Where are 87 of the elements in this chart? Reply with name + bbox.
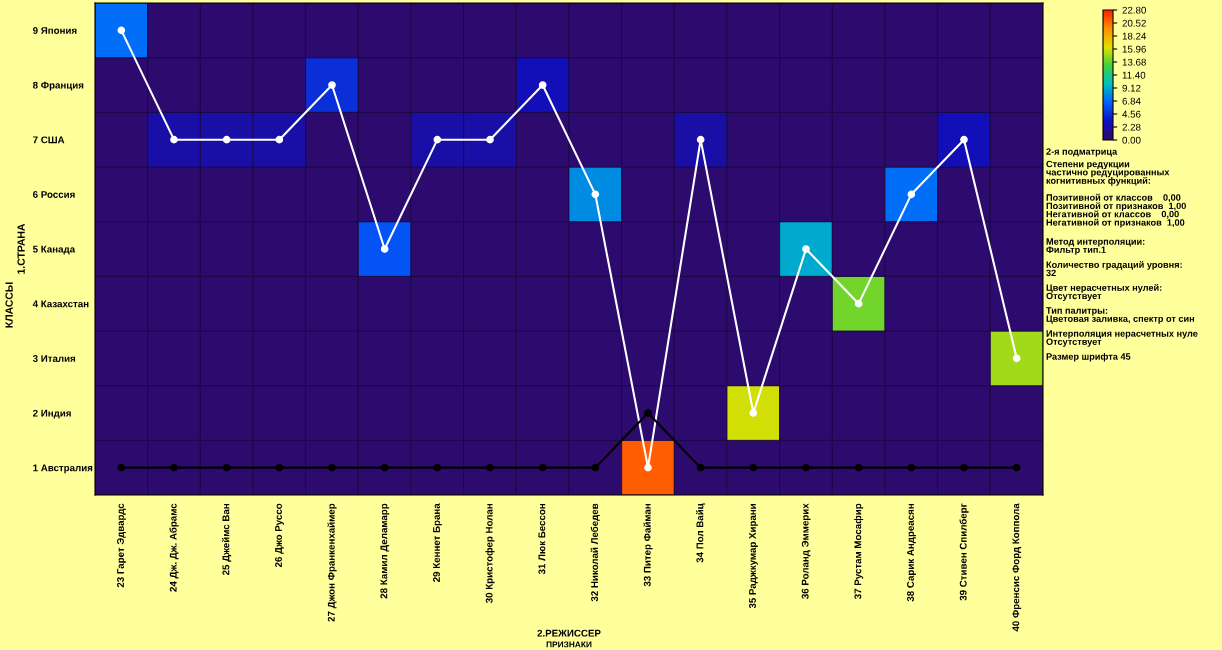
color-bar-label: 2.28 (1122, 123, 1141, 131)
point (591, 463, 600, 472)
point (222, 135, 231, 144)
point (222, 463, 231, 472)
x-tick-label: 30 Кристофер Нолан (485, 504, 495, 604)
y-tick-label: 7 США (33, 136, 65, 144)
text: Размер шрифта 45 (1046, 353, 1131, 362)
x-tick-label: 33 Питер Файман (643, 504, 653, 587)
point (538, 81, 547, 89)
point (1012, 354, 1021, 363)
point (486, 135, 494, 144)
y-tick-label: 2 Индия (33, 409, 71, 419)
point (328, 81, 336, 89)
text: Метод интерполяции: Фильтр тип.1 (1046, 238, 1145, 255)
point (749, 409, 758, 417)
y-tick-label: 5 Канада (32, 245, 76, 255)
y-tick-label: 9 Япония (33, 27, 77, 34)
text: Тип палитры: Цветовая заливка, спектр от син (1046, 307, 1195, 324)
point (1012, 463, 1021, 472)
y-tick-label: 4 Казахстан (32, 300, 89, 308)
x-tick-label: 40 Френсис Форд Коппола (1012, 503, 1022, 632)
color-bar-label: 15.96 (1122, 45, 1146, 53)
x-tick-label: 39 Стивен Спилберг (959, 503, 969, 601)
point (907, 190, 916, 199)
point (644, 409, 652, 417)
text: Интерполяция нерасчетных нуле Отсутствует (1046, 330, 1198, 347)
y-tick-label: 8 Франция (32, 81, 84, 91)
x-tick-label: 28 Камил Деламарр (380, 503, 390, 599)
text: 2-я подматрица (1046, 148, 1118, 157)
point (328, 463, 336, 472)
x-tick-label: 37 Рустам Мосафир (854, 503, 864, 599)
point (802, 245, 810, 253)
point (380, 245, 389, 253)
point (907, 463, 916, 472)
x-tick-label: 38 Сарик Андреасян (907, 504, 916, 602)
y-tick-label: 1 Австралия (33, 464, 93, 474)
color-bar-label: 18.24 (1122, 32, 1147, 40)
text: Позитивной от классов 0,00 Позитивной от признаков 1,00 Негативной от классов 0,00 Негативной от признаков 1,00 (1046, 193, 1186, 228)
x-tick-label: 34 Пол Вайц (696, 503, 706, 563)
x-tick-label: 23 Гарет Эдвардс (117, 503, 126, 588)
point (117, 463, 126, 472)
color-bar-label: 4.56 (1122, 110, 1141, 118)
point (380, 463, 389, 472)
text: Степени редукции частично редуцированных когнитивных функций: (1046, 160, 1170, 186)
point (854, 463, 863, 472)
text: Количество градаций уровня: 32 (1046, 261, 1182, 277)
text: ПРИЗНАКИ (546, 641, 592, 648)
color-bar-label: 0.00 (1122, 136, 1141, 144)
y-tick-label: 6 Россия (33, 191, 75, 198)
x-tick-label: 31 Люк Бессон (538, 504, 546, 575)
y-tick-label: 3 Италия (32, 355, 76, 362)
point (854, 299, 863, 308)
point (802, 463, 810, 472)
point (538, 463, 547, 472)
color-bar-label: 9.12 (1122, 84, 1141, 92)
x-tick-label: 29 Кеннет Брана (433, 503, 442, 582)
point (433, 463, 442, 472)
color-bar-label: 11.40 (1122, 71, 1146, 79)
point (696, 135, 705, 144)
point (433, 135, 442, 144)
point (170, 463, 178, 472)
color-bar-label: 6.84 (1122, 97, 1141, 105)
x-tick-label: 26 Джо Руссо (275, 503, 284, 568)
x-tick-label: 27 Джон Франкенхаймер (327, 503, 337, 622)
y-axis-title: 1.СТРАНА (17, 223, 25, 274)
color-bar-label: 22.80 (1122, 6, 1146, 14)
x-axis-title: 2.РЕЖИССЕР (537, 629, 601, 637)
text: КЛАССЫ (5, 282, 13, 328)
color-bar-label: 20.52 (1122, 19, 1146, 27)
x-tick-label: 36 Роланд Эммерих (801, 503, 811, 599)
point (696, 463, 705, 472)
point (275, 135, 284, 144)
color-bar-label: 13.68 (1122, 58, 1146, 66)
point (644, 463, 652, 472)
x-tick-label: 24 Дж. Дж. Абрамс (169, 503, 179, 592)
point (486, 463, 494, 472)
x-tick-label: 25 Джеймс Ван (222, 504, 232, 576)
point (591, 190, 600, 199)
point (960, 135, 968, 144)
point (170, 135, 178, 144)
text: Цвет нерасчетных нулей: Отсутствует (1046, 284, 1162, 301)
point (117, 26, 126, 35)
x-tick-label: 35 Раджкумар Хирани (749, 504, 758, 609)
point (960, 463, 968, 472)
x-tick-label: 32 Николай Лебедев (590, 503, 600, 602)
point (749, 463, 758, 472)
point (275, 463, 284, 472)
